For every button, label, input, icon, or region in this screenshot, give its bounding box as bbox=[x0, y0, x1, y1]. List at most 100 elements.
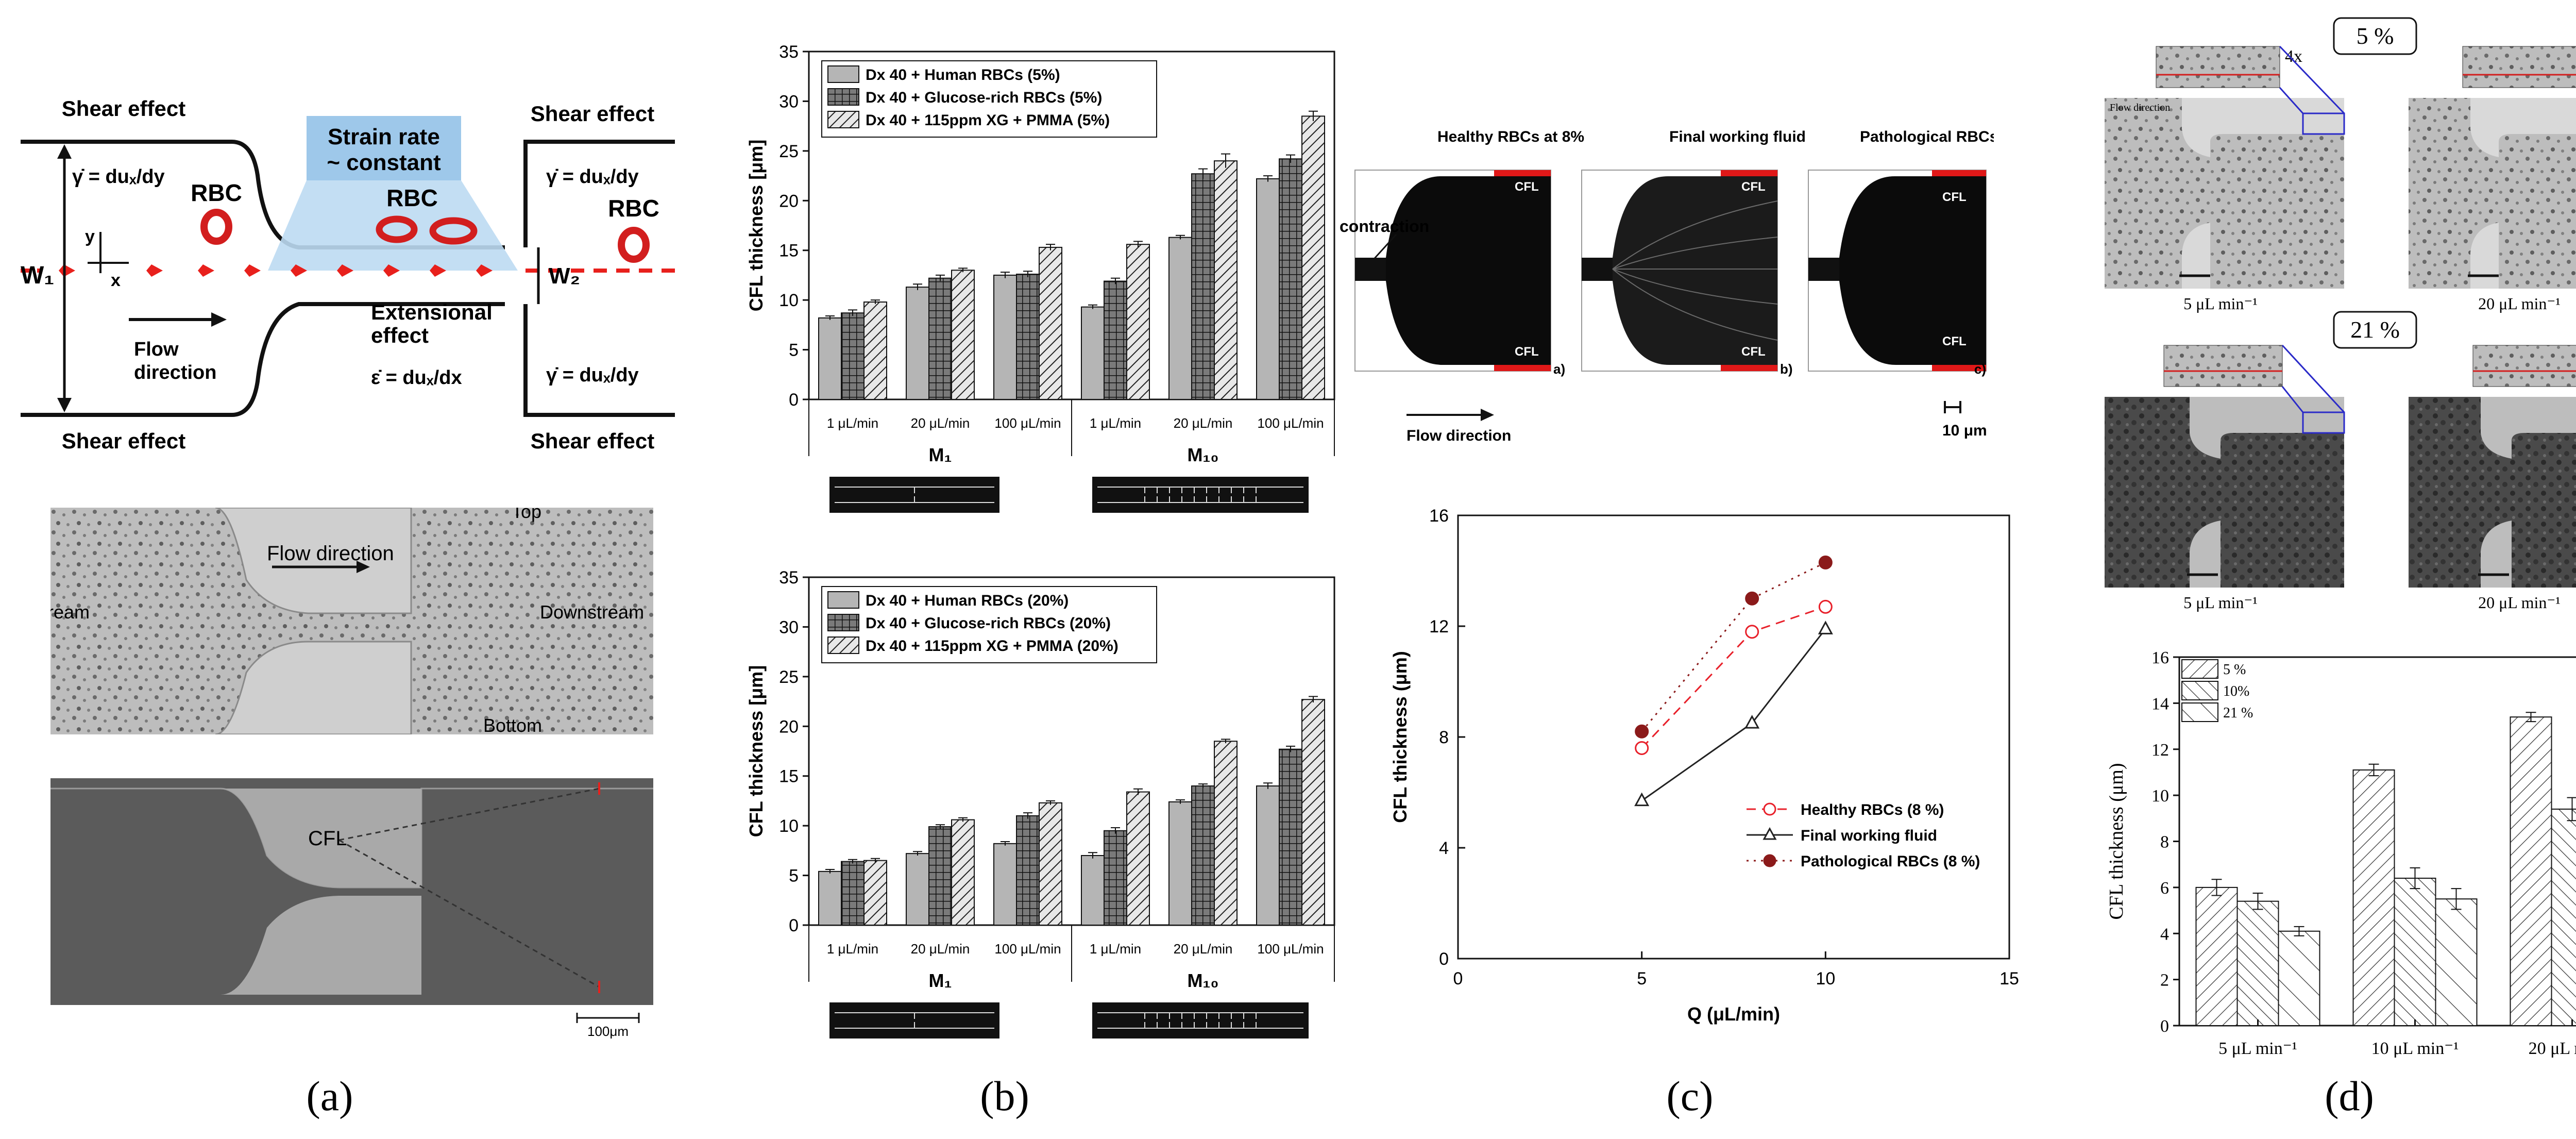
group-label: M₁ bbox=[929, 970, 952, 991]
x-tick-label: 20 μL/min bbox=[911, 415, 970, 431]
shear-label-tr: Shear effect bbox=[531, 102, 654, 126]
y-tick-label: 5 bbox=[789, 866, 799, 886]
bar bbox=[863, 860, 887, 926]
extensional-label: Extensional bbox=[371, 300, 493, 324]
svg-text:b): b) bbox=[1780, 361, 1793, 377]
y-tick-label: 0 bbox=[2160, 1017, 2169, 1036]
svg-text:CFL: CFL bbox=[1515, 180, 1539, 194]
y-tick-label: 20 bbox=[779, 717, 799, 736]
x-tick-label: 100 μL/min bbox=[994, 941, 1061, 957]
rbc-label-3: RBC bbox=[608, 195, 659, 222]
rate-label-20-bottom: 20 μL min⁻¹ bbox=[2478, 593, 2561, 612]
legend-label: Dx 40 + Glucose-rich RBCs (5%) bbox=[866, 89, 1102, 106]
rate-label-5-top: 5 μL min⁻¹ bbox=[2183, 294, 2258, 313]
chart-b-top: 0 5 10 15 20 25 30 35 CFL thickness [μm] 1 μL/min… bbox=[745, 42, 1335, 513]
scale-bar-a: 100μm bbox=[576, 1013, 640, 1039]
flow-direction-label: Flow bbox=[134, 339, 179, 360]
legend-label: Dx 40 + 115ppm XG + PMMA (20%) bbox=[866, 638, 1118, 655]
bar bbox=[1256, 178, 1280, 400]
bar bbox=[1104, 830, 1127, 926]
x-tick-label: 5 bbox=[1637, 969, 1647, 989]
y-tick-label: 5 bbox=[789, 341, 799, 360]
x-tick-label: 20 μL/min bbox=[911, 941, 970, 957]
y-axis-label: CFL thickness [μm] bbox=[745, 140, 767, 311]
contraction-label: contraction bbox=[1340, 217, 1429, 236]
legend-swatch bbox=[827, 65, 859, 83]
bar bbox=[2551, 808, 2576, 1026]
y-tick-label: 2 bbox=[2160, 971, 2169, 990]
bar bbox=[928, 277, 952, 400]
y-tick-label: 0 bbox=[789, 390, 799, 410]
scale-c: 10 μm bbox=[1942, 422, 1987, 439]
caption-a: (a) bbox=[306, 1073, 353, 1119]
data-point bbox=[1635, 741, 1649, 755]
bar bbox=[1081, 306, 1105, 400]
rate-label-20-top: 20 μL min⁻¹ bbox=[2478, 294, 2561, 313]
data-point bbox=[1744, 714, 1760, 729]
bar bbox=[1168, 237, 1192, 400]
bar bbox=[818, 870, 842, 926]
y-tick-label: 35 bbox=[779, 42, 799, 62]
svg-text:CFL: CFL bbox=[1942, 190, 1967, 204]
data-point bbox=[1818, 555, 1833, 569]
legend-box bbox=[821, 60, 1157, 138]
y-tick-label: 16 bbox=[1429, 506, 1449, 526]
strain-rate-label: Strain rate bbox=[328, 124, 440, 149]
bar bbox=[1039, 246, 1062, 400]
x-tick-label: 100 μL/min bbox=[994, 415, 1061, 431]
y-tick-label: 8 bbox=[2160, 833, 2169, 852]
x-tick-label: 0 bbox=[1453, 969, 1463, 989]
bar bbox=[1214, 160, 1238, 400]
x-tick-label: 10 μL min⁻¹ bbox=[2371, 1039, 2459, 1058]
legend-swatch bbox=[2181, 681, 2218, 700]
x-tick-label: 1 μL/min bbox=[827, 415, 878, 431]
bar bbox=[1279, 748, 1302, 926]
bar bbox=[1126, 791, 1150, 926]
y-tick-label: 10 bbox=[2151, 786, 2169, 806]
channel-thumbnail bbox=[1092, 1002, 1309, 1038]
panel-d-images: 5 % 4x Flow direction 5 μL min⁻¹ 20 μL m… bbox=[2105, 17, 2576, 612]
bar bbox=[951, 819, 975, 926]
bar bbox=[1016, 274, 1040, 400]
bar bbox=[1256, 785, 1280, 926]
svg-text:CFL: CFL bbox=[1942, 334, 1967, 348]
chart-b-bottom: 0 5 10 15 20 25 30 35 CFL thickness [μm] 1 μL/min… bbox=[745, 568, 1335, 1038]
legend-swatch bbox=[827, 614, 859, 631]
group-label: M₁₀ bbox=[1187, 970, 1218, 991]
rbc-shapes bbox=[200, 209, 650, 263]
data-point bbox=[1745, 591, 1759, 606]
y-tick-label: 35 bbox=[779, 568, 799, 588]
image-title-healthy: Healthy RBCs at 8% bbox=[1437, 128, 1584, 145]
rbc-label-2: RBC bbox=[386, 185, 438, 211]
bar bbox=[993, 274, 1017, 400]
shear-label-tl: Shear effect bbox=[62, 96, 185, 121]
x-tick-label: 10 bbox=[1816, 969, 1835, 989]
x-tick-label: 15 bbox=[1999, 969, 2019, 989]
bar bbox=[863, 301, 887, 400]
cfl-annotation: CFL bbox=[308, 827, 347, 850]
bar bbox=[906, 287, 929, 400]
shear-formula-tr: γ̇ = duₓ/dy bbox=[546, 166, 639, 188]
rate-label-5-bottom: 5 μL min⁻¹ bbox=[2183, 593, 2258, 612]
panel-c-images: Healthy RBCs at 8% Final working fluid P… bbox=[1340, 128, 1994, 444]
bar bbox=[1126, 244, 1150, 400]
x-tick-label: 100 μL/min bbox=[1257, 415, 1324, 431]
y-tick-label: 4 bbox=[2160, 925, 2169, 944]
svg-text:a): a) bbox=[1553, 361, 1565, 377]
x-tick-label: 100 μL/min bbox=[1257, 941, 1324, 957]
svg-text:4x: 4x bbox=[2285, 47, 2302, 66]
legend-marker bbox=[1762, 827, 1777, 840]
image-21pct-5ul bbox=[2105, 344, 2345, 588]
micro-bottom-label: Bottom bbox=[483, 715, 542, 734]
chart-d: 0 2 4 6 8 10 12 14 16 CFL thickness (μm) 5 μL min⁻… bbox=[2106, 648, 2576, 1058]
micro-flow-label: Flow direction bbox=[267, 542, 394, 565]
shear-formula-tl: γ̇ = duₓ/dy bbox=[72, 166, 165, 188]
chart-c: 0 5 10 15 0 4 8 12 16 Q (μL/min) CFL thickness (μm… bbox=[1389, 506, 2019, 1025]
data-point bbox=[1634, 792, 1650, 807]
micro-top-label: Top bbox=[512, 508, 541, 522]
y-tick-label: 6 bbox=[2160, 879, 2169, 898]
bar bbox=[1279, 158, 1302, 400]
legend-swatch bbox=[2181, 702, 2218, 722]
legend-label: Dx 40 + 115ppm XG + PMMA (5%) bbox=[866, 112, 1110, 129]
shear-label-br: Shear effect bbox=[531, 429, 654, 453]
